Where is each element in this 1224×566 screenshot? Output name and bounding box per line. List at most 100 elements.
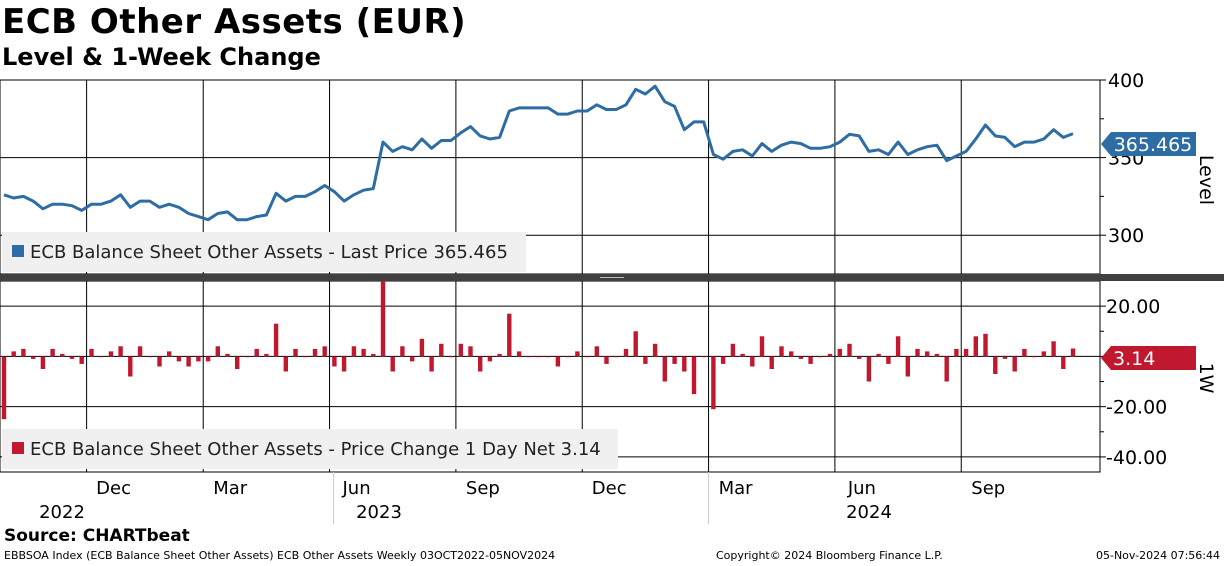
footer-timestamp: 05-Nov-2024 07:56:44 xyxy=(1095,549,1220,562)
level-ytick-0: 400 xyxy=(1108,70,1144,92)
change-bar xyxy=(643,356,648,364)
change-bar xyxy=(60,353,65,357)
change-bar xyxy=(614,356,619,358)
change-last-value: 3.14 xyxy=(1113,348,1155,370)
change-axis-label: 1W xyxy=(1195,363,1217,394)
change-bar xyxy=(341,356,347,372)
change-bar xyxy=(662,356,667,382)
change-last-value-tag: 3.14 xyxy=(1101,346,1196,370)
change-bar xyxy=(837,348,842,357)
change-bar xyxy=(283,356,288,372)
change-bar xyxy=(400,346,405,357)
change-bar xyxy=(973,336,978,357)
change-bar xyxy=(526,356,531,358)
x-month-label-5: Mar xyxy=(719,478,754,499)
change-bar xyxy=(167,351,172,357)
change-bar xyxy=(303,356,308,358)
change-bar xyxy=(293,348,298,357)
change-bar xyxy=(857,356,862,359)
change-bar xyxy=(176,356,182,362)
change-bar xyxy=(876,353,881,357)
change-bar xyxy=(730,343,736,357)
level-last-value: 365.465 xyxy=(1114,134,1193,156)
source-label: Source: CHARTbeat xyxy=(4,526,190,546)
change-bar xyxy=(137,346,143,357)
change-bar xyxy=(983,333,988,357)
x-month-label-0: Dec xyxy=(96,478,131,499)
x-year-label-2: 2024 xyxy=(846,502,892,523)
x-month-label-7: Sep xyxy=(971,478,1005,499)
x-month-label-4: Dec xyxy=(592,478,627,499)
change-legend-text: ECB Balance Sheet Other Assets - Price C… xyxy=(30,439,601,460)
change-bar xyxy=(157,356,162,367)
x-month-label-3: Sep xyxy=(466,478,500,499)
change-bar xyxy=(555,356,561,367)
change-bar xyxy=(99,356,104,358)
change-bar xyxy=(487,356,493,362)
change-bar xyxy=(69,356,75,359)
change-bar xyxy=(380,281,386,357)
change-bar xyxy=(740,353,745,357)
change-bar xyxy=(516,351,522,357)
change-bar xyxy=(1022,348,1027,357)
level-series-line xyxy=(3,84,1074,222)
change-bar xyxy=(31,356,36,359)
change-bar xyxy=(1031,356,1037,358)
change-bar xyxy=(322,346,327,357)
level-last-value-tag: 365.465 xyxy=(1101,132,1196,156)
footer-copyright: Copyright© 2024 Bloomberg Finance L.P. xyxy=(716,549,943,562)
change-bar xyxy=(759,336,765,357)
change-bar xyxy=(769,356,774,369)
change-bar xyxy=(895,336,901,357)
level-legend-swatch xyxy=(12,245,24,257)
change-bar xyxy=(50,348,55,357)
change-y-axis: 20.00 -20.00 -40.00 xyxy=(1100,296,1167,469)
x-month-label-2: Jun xyxy=(341,478,370,499)
level-axis-label: Level xyxy=(1195,155,1217,205)
change-bar xyxy=(419,338,425,357)
change-bar xyxy=(827,353,833,357)
change-bar xyxy=(779,346,784,357)
footer-ticker-info: EBBSOA Index (ECB Balance Sheet Other As… xyxy=(4,549,556,562)
level-legend: ECB Balance Sheet Other Assets - Last Pr… xyxy=(2,232,526,272)
change-bar xyxy=(594,346,599,357)
change-bar xyxy=(215,346,220,357)
change-bar xyxy=(1041,351,1046,357)
change-bar xyxy=(205,356,211,362)
change-bar xyxy=(866,356,872,382)
chart-subtitle: Level & 1-Week Change xyxy=(2,43,321,71)
change-bar xyxy=(623,348,629,357)
change-bar xyxy=(682,356,687,372)
change-bar xyxy=(79,356,84,364)
change-bar xyxy=(108,351,114,357)
level-legend-text: ECB Balance Sheet Other Assets - Last Pr… xyxy=(30,242,508,263)
change-bar xyxy=(21,348,26,357)
change-bar xyxy=(1,356,7,420)
change-bar xyxy=(89,348,94,357)
change-bar xyxy=(604,356,609,364)
change-bar xyxy=(448,356,454,358)
change-bar xyxy=(332,356,337,367)
change-bar xyxy=(720,356,726,364)
change-bar xyxy=(808,356,813,364)
x-month-label-1: Mar xyxy=(213,478,248,499)
change-bar xyxy=(925,351,930,357)
x-axis: Dec Mar Jun Sep Dec Mar Jun Sep 2022 2023 2024 xyxy=(39,478,1005,523)
change-bar xyxy=(915,348,920,357)
change-bar xyxy=(691,356,697,395)
change-bar xyxy=(40,356,46,369)
change-bar xyxy=(701,356,706,358)
change-bar xyxy=(750,356,755,367)
change-bar xyxy=(575,351,580,357)
change-bar xyxy=(798,356,804,359)
change-bar xyxy=(186,356,191,367)
change-bar xyxy=(672,356,677,364)
change-bar xyxy=(818,356,823,358)
level-ytick-2: 300 xyxy=(1108,225,1144,247)
change-bar xyxy=(497,353,502,357)
change-bar xyxy=(118,346,123,357)
change-bar xyxy=(429,356,434,372)
change-bar xyxy=(1070,348,1076,357)
